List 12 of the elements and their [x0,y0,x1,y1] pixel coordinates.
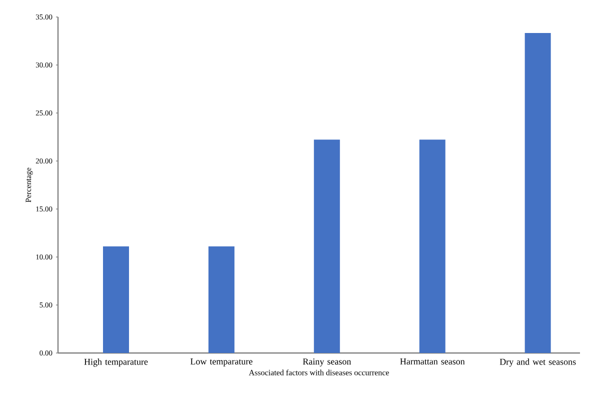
bar [103,246,130,353]
x-tick-label: Low temparature [190,358,252,366]
bar [208,246,234,353]
x-tick-label: Rainy season [302,358,352,366]
bar [524,33,551,353]
x-tick-label: Harmattan season [400,358,465,365]
x-tick-label: High temparature [84,358,148,367]
bar [314,140,340,353]
bar [419,140,446,353]
x-axis-title: Associated factors with diseases occurrence [248,370,389,376]
y-axis-title: Percentage [26,168,33,202]
x-tick-label: Dry and wet seasons [500,358,576,367]
